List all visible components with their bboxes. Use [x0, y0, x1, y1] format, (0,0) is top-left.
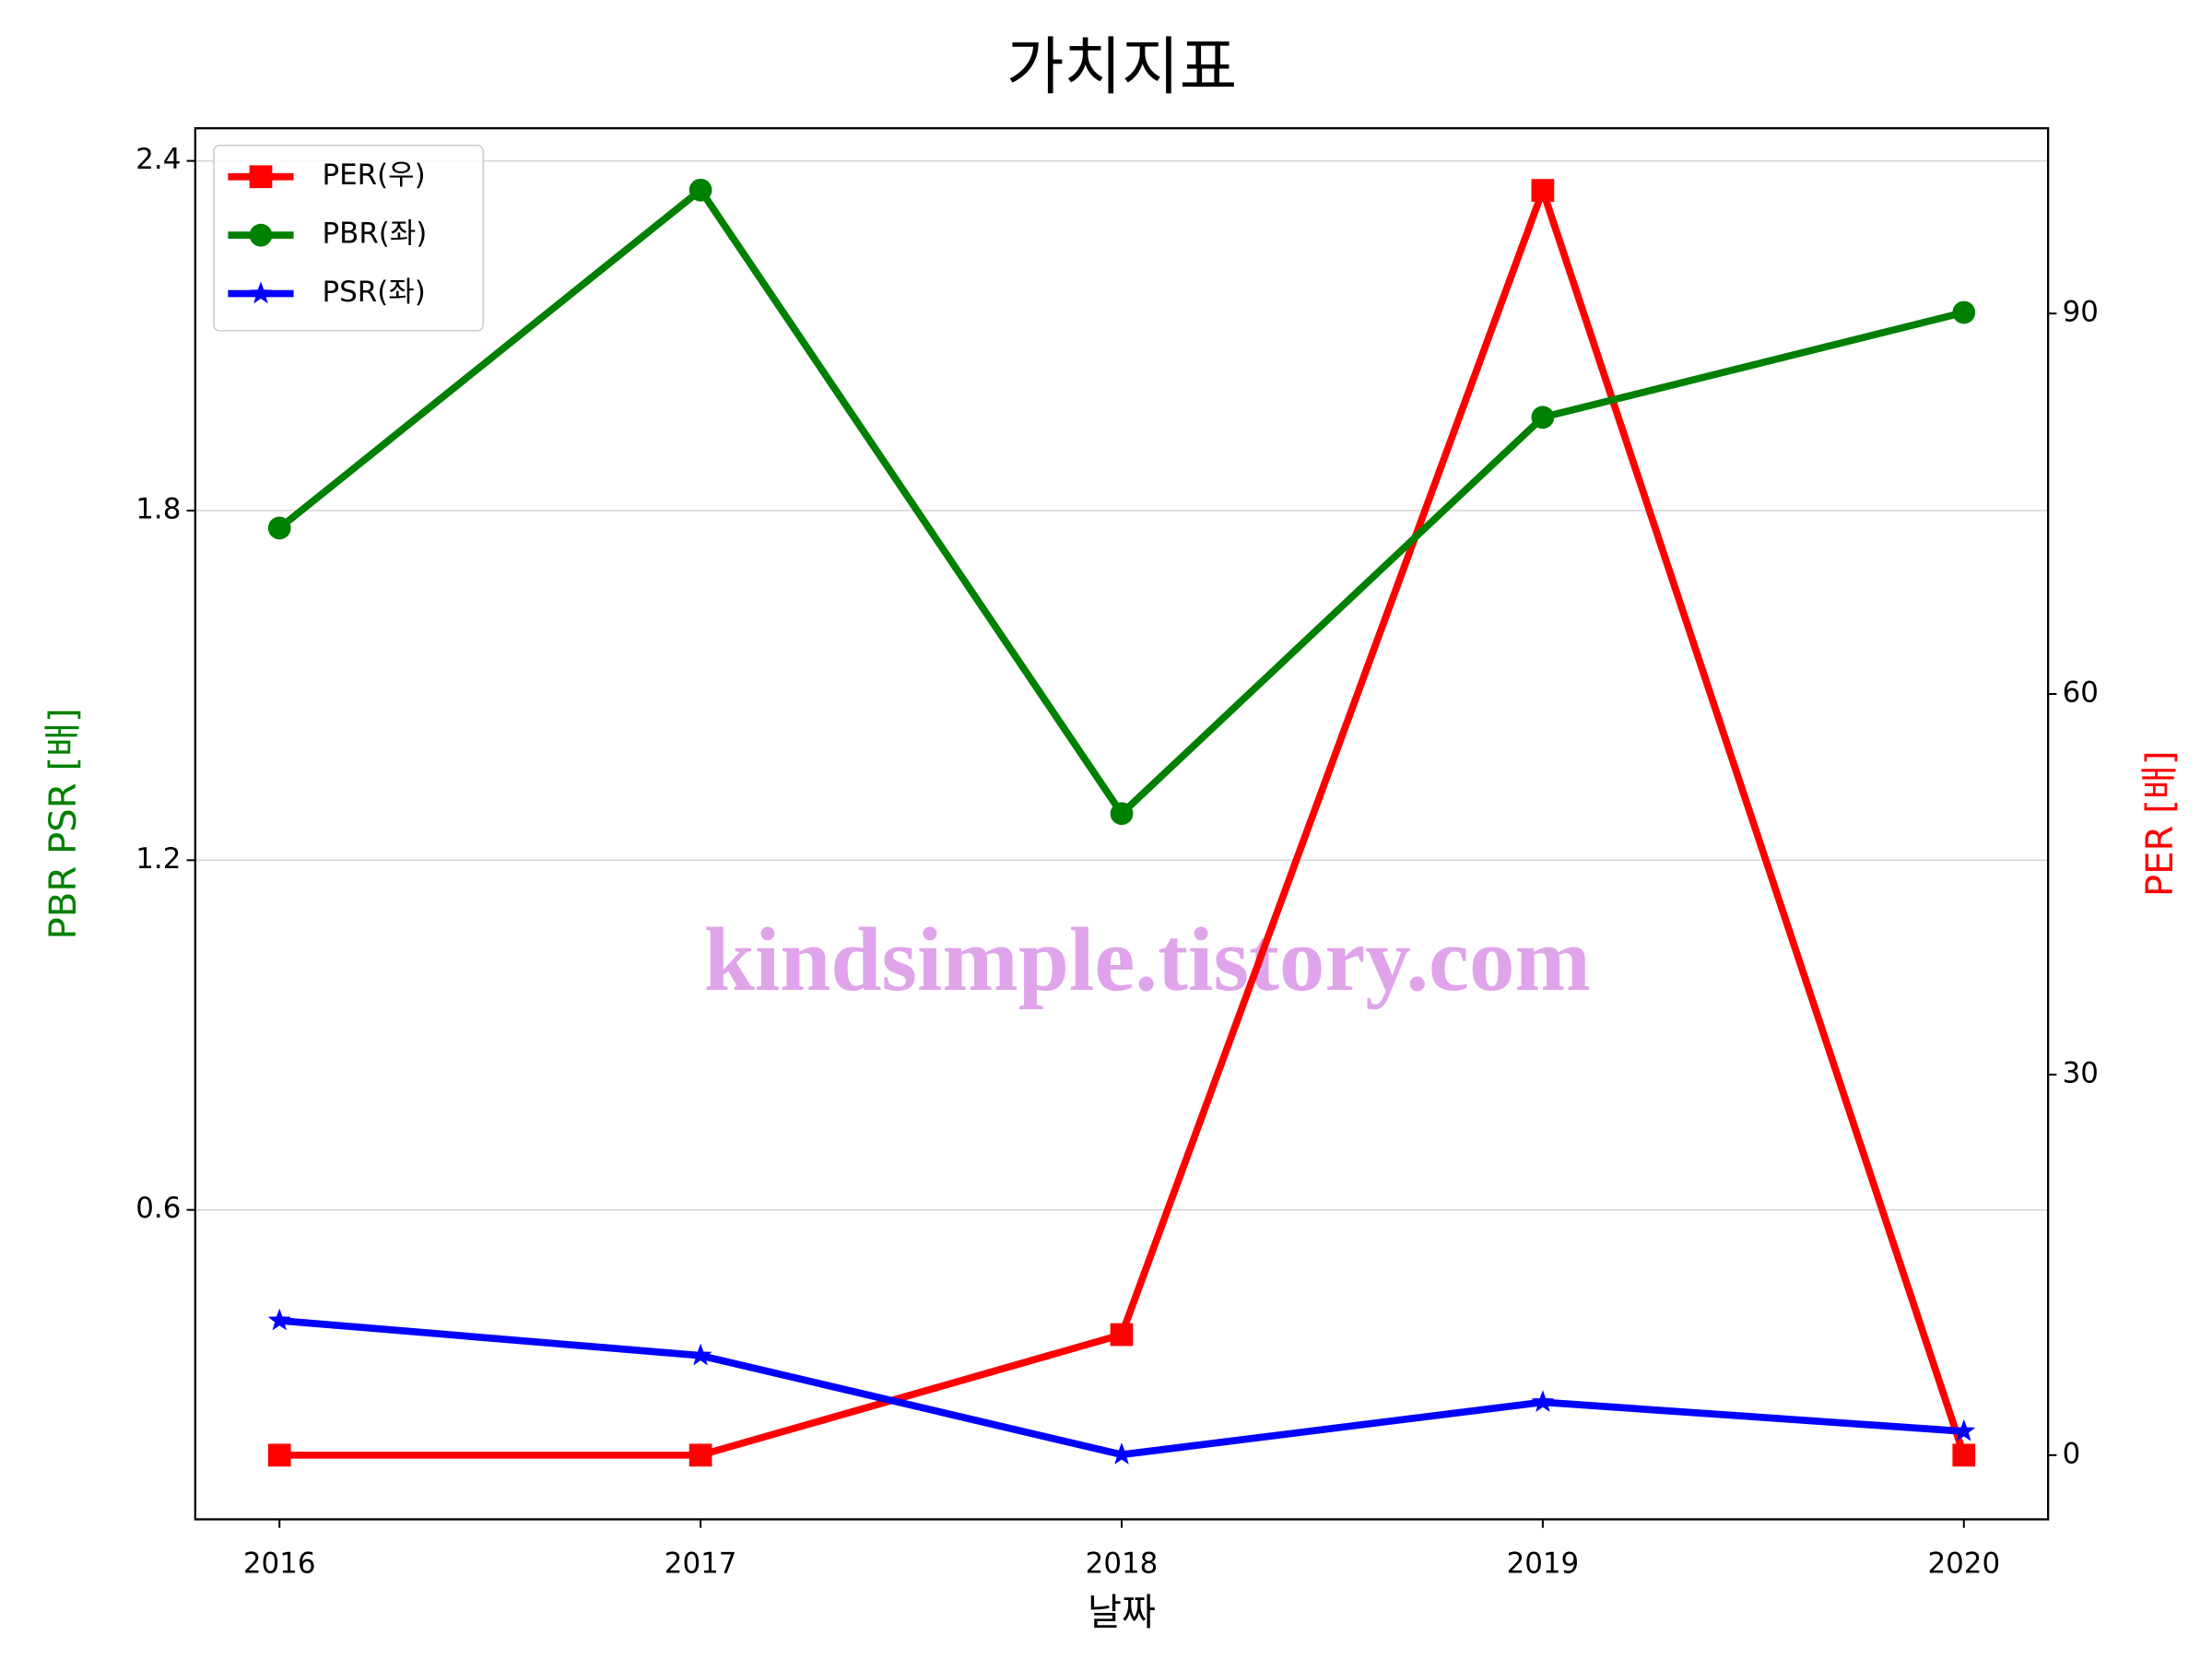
series-line — [276, 186, 1965, 818]
marker — [267, 516, 291, 540]
y2-axis-label: PER [배] — [2139, 750, 2182, 897]
marker — [688, 1443, 712, 1467]
x-tick-label: 2016 — [243, 1547, 316, 1580]
marker — [249, 281, 273, 304]
y-axis-label: PBR PSR [배] — [42, 708, 85, 939]
x-tick-label: 2020 — [1927, 1547, 2000, 1580]
x-tick-label: 2019 — [1507, 1547, 1580, 1580]
chart-title: 가치지표 — [1006, 31, 1237, 104]
y2-tick-label: 0 — [2063, 1437, 2081, 1470]
marker — [688, 1343, 712, 1366]
y-tick-label: 2.4 — [135, 143, 181, 176]
marker — [1952, 300, 1976, 324]
legend-label: PSR(좌) — [322, 276, 425, 309]
marker — [267, 1308, 291, 1331]
marker — [267, 1443, 291, 1467]
y2-tick-label: 90 — [2063, 296, 2099, 329]
marker — [1952, 1418, 1976, 1441]
y-tick-label: 1.2 — [135, 842, 181, 876]
plot-frame — [194, 127, 2050, 1521]
marker — [1531, 406, 1555, 429]
legend-label: PER(우) — [322, 159, 425, 192]
marker — [688, 178, 712, 202]
x-axis-label: 날짜 — [1088, 1592, 1156, 1634]
marker — [1531, 179, 1555, 202]
y2-tick-label: 60 — [2063, 677, 2099, 710]
x-tick-label: 2017 — [665, 1547, 737, 1580]
marker — [1952, 1443, 1976, 1467]
y2-tick-label: 30 — [2063, 1056, 2099, 1089]
x-tick-label: 2018 — [1086, 1547, 1159, 1580]
legend-label: PBR(좌) — [322, 218, 427, 251]
y-tick-label: 1.8 — [135, 492, 181, 525]
legend-frame — [213, 144, 484, 332]
marker — [1531, 1390, 1555, 1413]
marker — [1110, 1323, 1134, 1347]
legend: PER(우) PBR(좌) PSR(좌) — [213, 144, 484, 332]
marker — [249, 223, 273, 247]
marker — [1110, 802, 1134, 826]
marker — [1110, 1442, 1134, 1465]
marker — [249, 165, 273, 189]
watermark: kindsimple.tistory.com — [704, 910, 1591, 1010]
y-tick-label: 0.6 — [135, 1192, 181, 1225]
